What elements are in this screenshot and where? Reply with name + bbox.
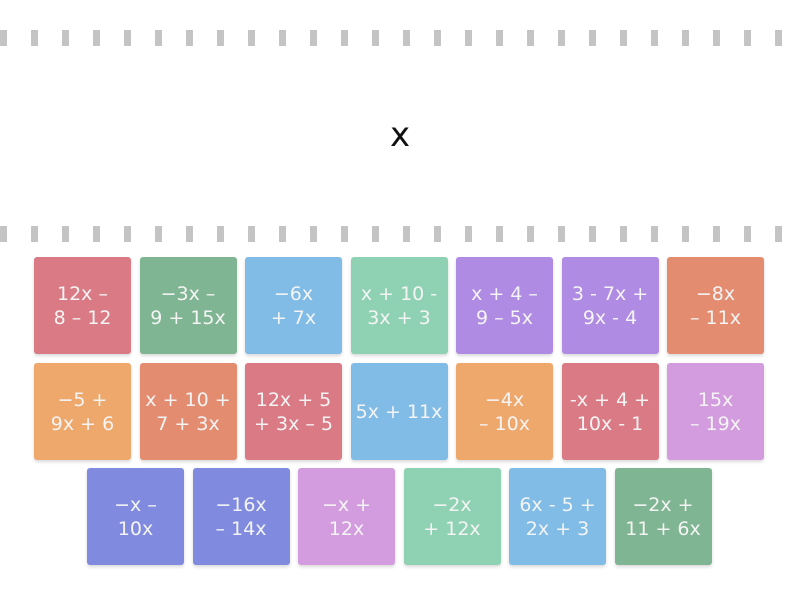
- answer-tile[interactable]: x + 4 – 9 – 5x: [456, 257, 553, 354]
- answer-tile[interactable]: 5x + 11x: [350, 363, 448, 460]
- answer-tile[interactable]: x + 10 - 3x + 3: [350, 257, 448, 354]
- answer-tile[interactable]: x + 10 + 7 + 3x: [139, 363, 237, 460]
- answer-tile[interactable]: 12x + 5 + 3x – 5: [245, 363, 342, 460]
- drop-zone-bottom-border: [0, 226, 800, 242]
- answer-tile[interactable]: −3x – 9 + 15x: [139, 257, 237, 354]
- answer-tile[interactable]: −2x + 12x: [403, 468, 501, 565]
- answer-tile[interactable]: 15x – 19x: [667, 363, 764, 460]
- target-term: x: [389, 115, 411, 155]
- answer-tile[interactable]: 12x – 8 – 12: [34, 257, 131, 354]
- answer-tile[interactable]: −2x + 11 + 6x: [614, 468, 712, 565]
- answer-tile[interactable]: -x + 4 + 10x - 1: [561, 363, 659, 460]
- answer-tile[interactable]: −8x – 11x: [667, 257, 764, 354]
- answer-tile[interactable]: −16x – 14x: [192, 468, 290, 565]
- answer-tile[interactable]: −4x – 10x: [456, 363, 553, 460]
- answer-tile[interactable]: −6x + 7x: [245, 257, 342, 354]
- drop-zone-top-border: [0, 30, 800, 46]
- answer-tile[interactable]: −x + 12x: [298, 468, 395, 565]
- answer-tile[interactable]: −x – 10x: [87, 468, 184, 565]
- answer-tile[interactable]: −5 + 9x + 6: [34, 363, 131, 460]
- answer-tile[interactable]: 6x - 5 + 2x + 3: [509, 468, 606, 565]
- answer-tile[interactable]: 3 - 7x + 9x - 4: [561, 257, 659, 354]
